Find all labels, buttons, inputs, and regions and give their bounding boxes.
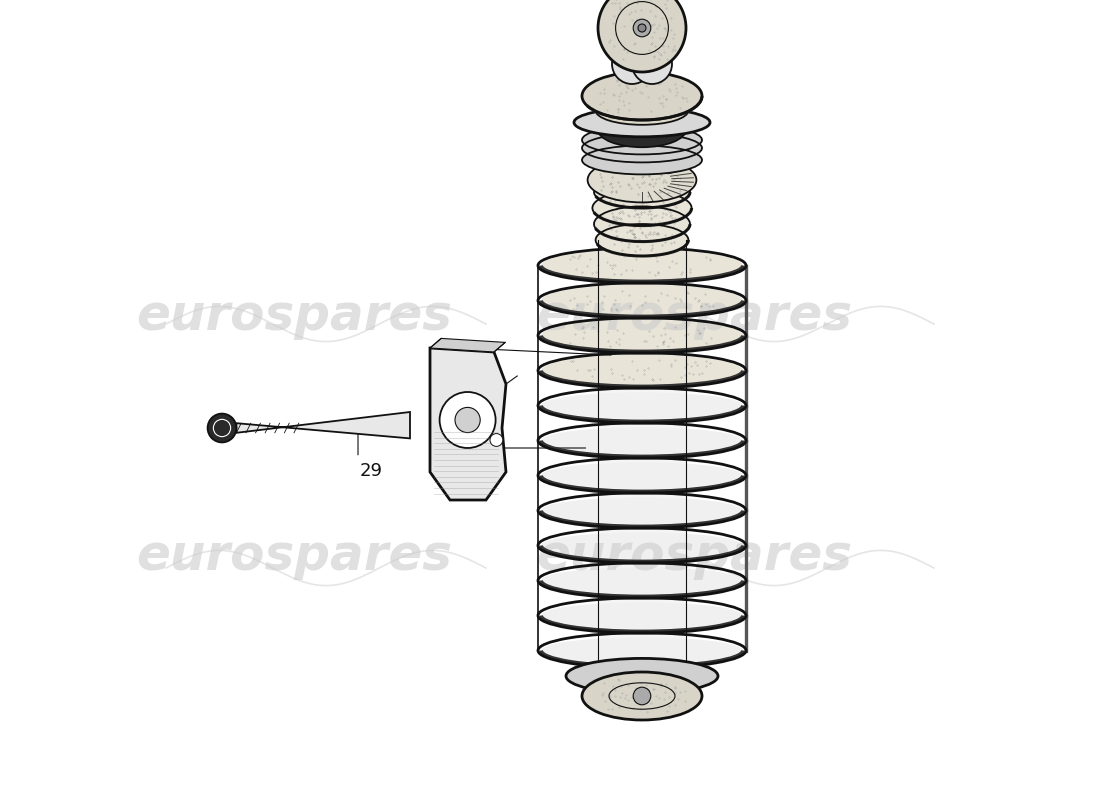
Ellipse shape: [582, 672, 702, 720]
Ellipse shape: [582, 146, 702, 174]
Ellipse shape: [582, 134, 702, 162]
Ellipse shape: [541, 427, 743, 454]
Ellipse shape: [593, 190, 692, 226]
Ellipse shape: [582, 72, 702, 120]
Ellipse shape: [595, 224, 689, 256]
Polygon shape: [430, 338, 505, 352]
Ellipse shape: [638, 24, 646, 32]
Ellipse shape: [541, 354, 743, 386]
Text: eurospares: eurospares: [136, 532, 452, 580]
Text: eurospares: eurospares: [536, 292, 852, 340]
Ellipse shape: [541, 392, 743, 418]
Ellipse shape: [566, 658, 718, 694]
Ellipse shape: [598, 112, 686, 147]
Ellipse shape: [598, 0, 686, 72]
Ellipse shape: [541, 498, 743, 524]
Text: eurospares: eurospares: [136, 292, 452, 340]
Ellipse shape: [541, 250, 743, 282]
Circle shape: [612, 44, 652, 84]
Ellipse shape: [634, 687, 651, 705]
Text: 18: 18: [436, 439, 585, 457]
Bar: [598, 248, 686, 668]
Ellipse shape: [541, 602, 743, 629]
Ellipse shape: [541, 638, 743, 664]
Ellipse shape: [541, 462, 743, 489]
Ellipse shape: [574, 108, 710, 137]
Ellipse shape: [582, 126, 702, 154]
Ellipse shape: [541, 567, 743, 594]
Text: 29: 29: [360, 462, 383, 480]
Polygon shape: [430, 348, 506, 500]
Ellipse shape: [595, 96, 689, 125]
Circle shape: [455, 407, 481, 433]
Ellipse shape: [541, 320, 743, 351]
Circle shape: [632, 44, 672, 84]
Circle shape: [208, 414, 236, 442]
Circle shape: [440, 392, 496, 448]
Text: eurospares: eurospares: [536, 532, 852, 580]
Ellipse shape: [541, 285, 743, 316]
Ellipse shape: [541, 532, 743, 558]
Ellipse shape: [587, 158, 696, 202]
Ellipse shape: [594, 206, 690, 242]
Ellipse shape: [594, 176, 690, 208]
Circle shape: [490, 434, 503, 446]
Polygon shape: [236, 412, 410, 438]
Ellipse shape: [634, 19, 651, 37]
Text: 62: 62: [436, 338, 612, 356]
